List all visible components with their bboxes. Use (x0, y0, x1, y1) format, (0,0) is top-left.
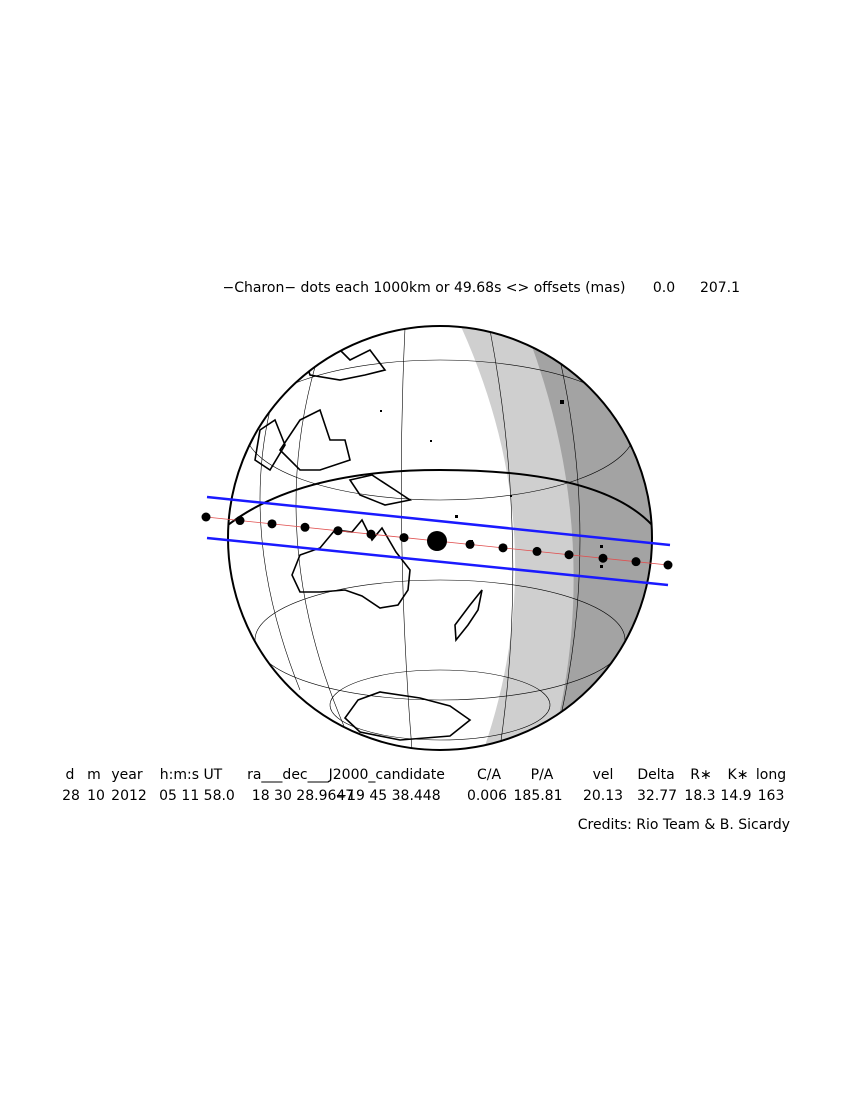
map-shape (455, 515, 458, 518)
map-shape (329, 669, 551, 741)
table-header: long (756, 767, 786, 783)
map-shape (380, 410, 382, 412)
table-value: 163 (758, 788, 785, 804)
map-shape (559, 359, 581, 721)
table-header: year (111, 767, 142, 783)
path-dot (267, 519, 277, 529)
table-value: 18.3 (684, 788, 715, 804)
table-value: 185.81 (514, 788, 563, 804)
table-value: 32.77 (637, 788, 677, 804)
table-value: 05 11 58.0 (159, 788, 235, 804)
map-shape (228, 468, 652, 526)
map-shape (254, 418, 286, 472)
table-value: 14.9 (720, 788, 751, 804)
map-shape (206, 536, 669, 587)
table-header: R∗ (690, 767, 711, 783)
path-dot (399, 533, 409, 543)
offset-x: 0.0 (653, 280, 675, 296)
map-shape (259, 409, 301, 691)
title: −Charon− dots each 1000km or 49.68s <> o… (222, 280, 625, 296)
map-shape (295, 349, 351, 741)
table-value: 20.13 (583, 788, 623, 804)
closest-approach-dot (427, 531, 447, 551)
map-shape (343, 691, 472, 741)
map-shape (227, 325, 653, 751)
path-dot (598, 553, 608, 563)
map-shape (278, 408, 351, 471)
map-shape (600, 565, 603, 568)
table-header: m (87, 767, 101, 783)
map-shape (201, 512, 673, 570)
path-dot (465, 539, 475, 549)
shadow-path (201, 495, 673, 587)
table-header: d (66, 767, 75, 783)
table-header: vel (593, 767, 614, 783)
table-header: Delta (637, 767, 674, 783)
table-header: C/A (477, 767, 501, 783)
map-shape (348, 474, 413, 506)
map-shape (206, 495, 671, 547)
table-value: −19 45 38.448 (335, 788, 440, 804)
map-shape (454, 589, 483, 643)
table-header: h:m:s UT (160, 767, 223, 783)
credits: Credits: Rio Team & B. Sicardy (578, 817, 790, 833)
map-shape (430, 440, 432, 442)
path-dot (663, 560, 673, 570)
map-shape (510, 495, 512, 497)
path-dot (300, 522, 310, 532)
path-dot (201, 512, 211, 522)
path-dot (333, 526, 343, 536)
offset-y: 207.1 (700, 280, 740, 296)
map-shape (600, 545, 603, 548)
table-value: 28 (62, 788, 80, 804)
data-table: d m year h:m:s UT ra___dec___J2000_candidate… (62, 767, 786, 804)
table-value: 18 30 28.9647 (252, 788, 354, 804)
path-dot (564, 550, 574, 560)
table-value: 2012 (111, 788, 147, 804)
table-value: 0.006 (467, 788, 507, 804)
map-shape (489, 329, 514, 749)
path-dot (366, 529, 376, 539)
path-dot (631, 557, 641, 567)
table-header: P/A (531, 767, 554, 783)
table-header: ra___dec___J2000_candidate (247, 767, 445, 783)
path-dot (498, 543, 508, 553)
path-dot (235, 516, 245, 526)
path-dot (532, 546, 542, 556)
map-shape (560, 400, 564, 404)
table-value: 10 (87, 788, 105, 804)
map-shape (291, 518, 411, 609)
table-header: K∗ (728, 767, 749, 783)
